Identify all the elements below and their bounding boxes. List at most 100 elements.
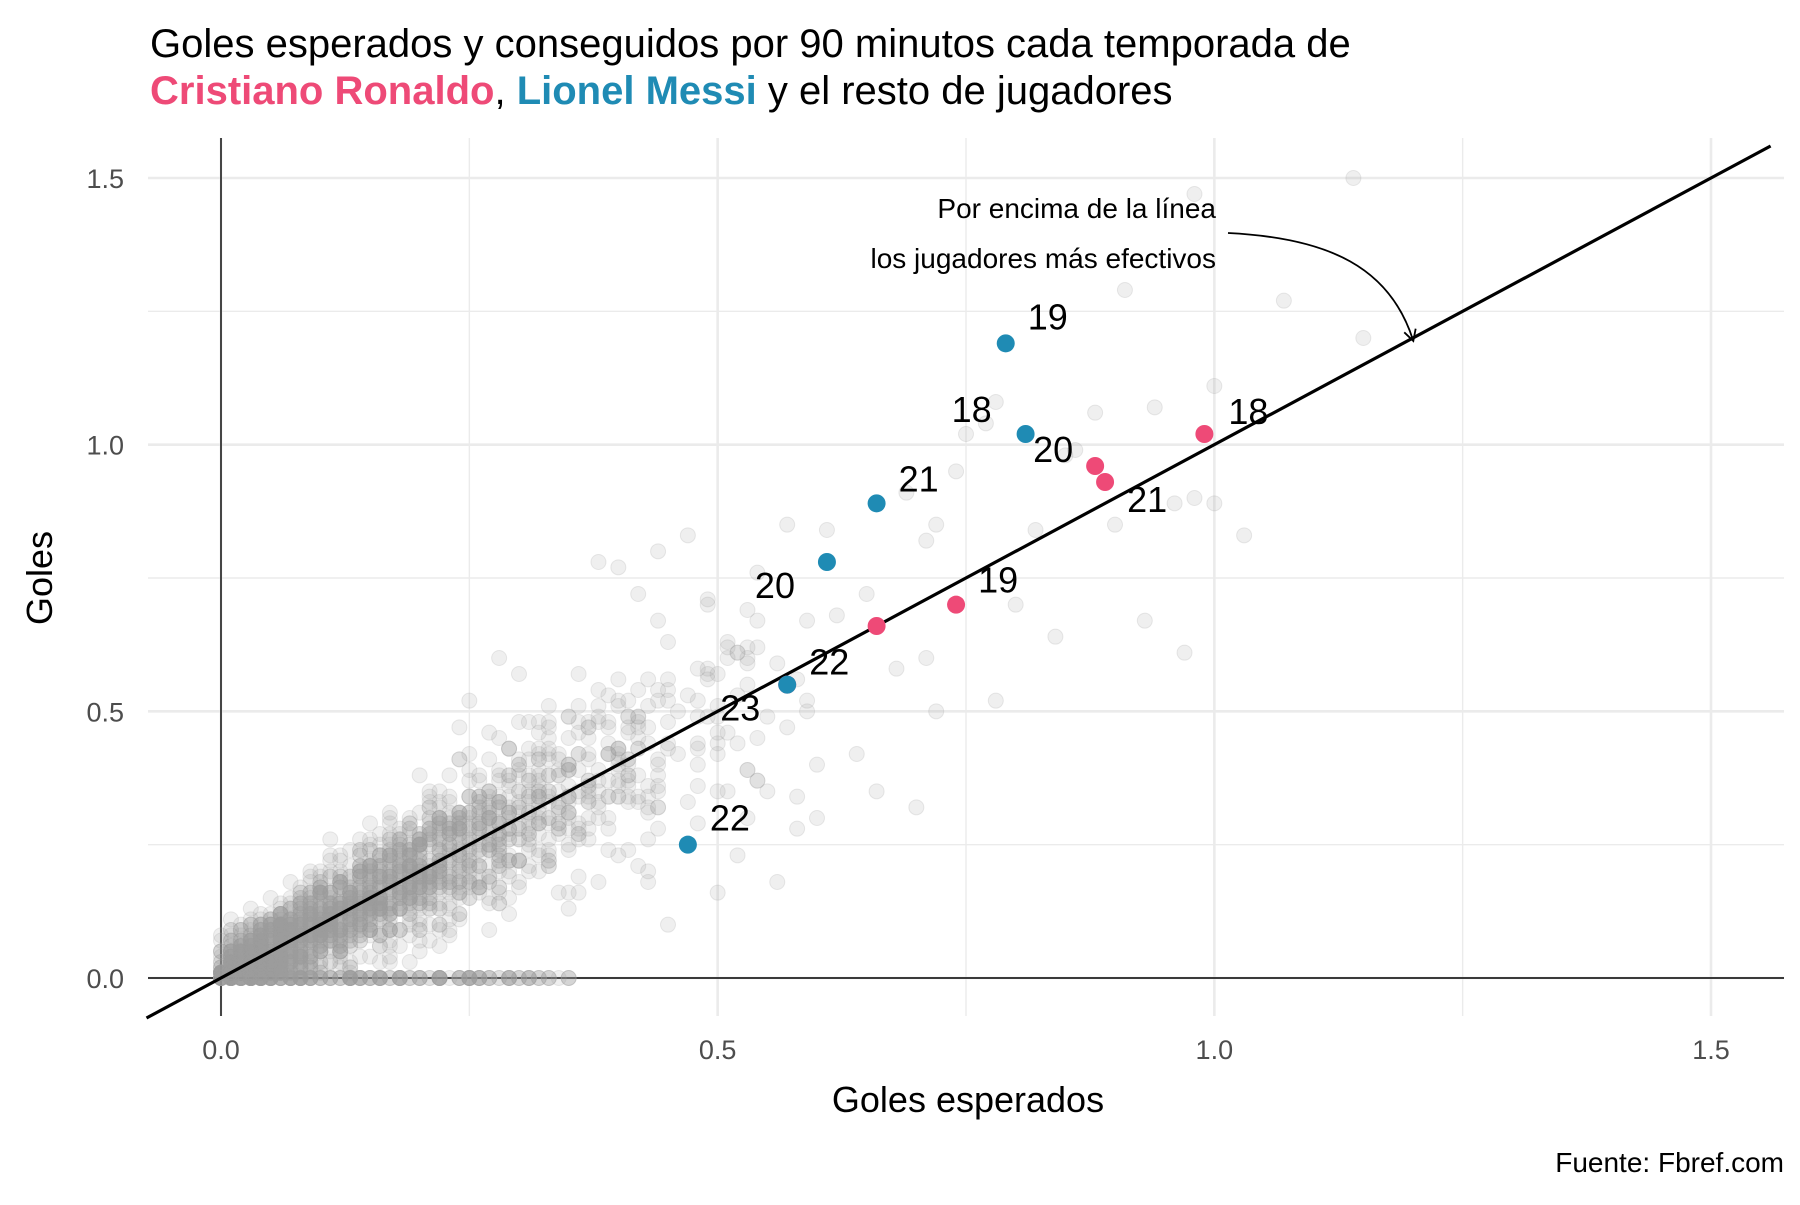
other-player-point [610, 559, 627, 576]
other-player-point [362, 858, 378, 874]
other-player-point [699, 660, 716, 677]
other-player-point [421, 820, 438, 837]
other-player-point [689, 815, 706, 832]
other-player-point [928, 703, 945, 720]
other-player-point [421, 879, 438, 896]
other-player-point [262, 970, 279, 986]
other-player-point [461, 970, 478, 986]
other-player-point [600, 820, 617, 837]
other-player-point [352, 906, 369, 922]
other-player-point [729, 644, 746, 661]
ronaldo-point [1086, 457, 1105, 475]
other-player-point [491, 970, 508, 986]
other-player-point [401, 820, 418, 837]
other-player-point [431, 783, 448, 800]
other-player-point [431, 842, 448, 858]
other-player-point [262, 964, 279, 981]
other-player-point [530, 815, 547, 832]
other-player-point [381, 895, 398, 912]
other-player-point [540, 810, 557, 826]
other-player-point [391, 970, 408, 986]
other-player-point [491, 762, 508, 778]
ronaldo-season-label: 23 [720, 688, 760, 729]
other-player-point [530, 724, 547, 741]
other-player-point [332, 922, 349, 938]
other-player-point [610, 788, 627, 805]
other-player-point [441, 879, 458, 896]
other-player-point [411, 831, 428, 848]
other-player-point [342, 970, 359, 986]
other-player-point [441, 767, 458, 784]
other-player-point [272, 970, 289, 986]
other-player-point [481, 922, 498, 938]
other-player-point [371, 847, 388, 864]
other-player-point [451, 820, 468, 837]
other-player-point [312, 938, 329, 954]
other-player-point [312, 879, 329, 896]
other-player-point [262, 964, 279, 981]
other-player-point [302, 970, 319, 986]
other-player-point [272, 906, 289, 922]
other-player-point [242, 970, 259, 986]
other-player-point [511, 970, 527, 986]
other-player-point [342, 890, 359, 906]
other-player-point [1136, 612, 1153, 629]
other-player-point [322, 895, 339, 912]
other-player-point [232, 943, 249, 960]
other-player-point [213, 932, 229, 949]
other-player-point [222, 948, 239, 965]
other-player-point [610, 772, 627, 789]
other-player-point [332, 868, 349, 885]
other-player-point [620, 708, 637, 725]
other-player-point [352, 868, 369, 885]
other-player-point [421, 900, 438, 917]
ronaldo-point [867, 617, 886, 635]
other-player-point [421, 783, 438, 800]
other-player-point [411, 970, 428, 986]
other-player-point [540, 847, 557, 864]
other-player-point [461, 970, 478, 986]
other-player-point [501, 804, 518, 821]
other-player-point [242, 964, 259, 981]
other-player-point [322, 868, 339, 885]
other-player-point [411, 847, 428, 864]
other-player-point [471, 858, 488, 874]
messi-point [817, 553, 836, 571]
other-player-point [272, 906, 289, 922]
other-player-point [650, 756, 667, 773]
other-player-point [411, 895, 428, 912]
other-player-point [242, 970, 259, 986]
other-player-point [232, 922, 249, 938]
other-player-point [352, 868, 369, 885]
other-player-point [1206, 495, 1223, 512]
other-player-point [282, 943, 299, 960]
other-player-point [431, 810, 448, 826]
other-player-point [292, 959, 309, 976]
other-player-point [371, 874, 388, 890]
ronaldo-season-label: 18 [1228, 391, 1268, 432]
other-player-point [282, 900, 299, 917]
other-player-point [491, 836, 508, 853]
other-player-point [511, 852, 527, 869]
other-player-point [411, 879, 428, 896]
other-player-point [511, 852, 527, 869]
other-player-point [401, 927, 418, 944]
other-player-point [352, 916, 369, 933]
other-player-point [709, 783, 726, 800]
other-player-point [411, 970, 428, 986]
other-player-point [610, 847, 627, 864]
other-player-point [252, 959, 269, 976]
other-player-point [342, 970, 359, 986]
other-player-point [232, 932, 249, 949]
other-player-point [282, 916, 299, 933]
other-player-point [381, 906, 398, 922]
other-player-point [262, 970, 279, 986]
other-player-point [232, 943, 249, 960]
other-player-point [262, 959, 279, 976]
other-player-point [262, 954, 279, 970]
other-player-point [252, 922, 269, 938]
grid [148, 138, 1784, 1016]
other-player-point [322, 847, 339, 864]
other-player-point [451, 970, 468, 986]
other-player-point [322, 831, 339, 848]
